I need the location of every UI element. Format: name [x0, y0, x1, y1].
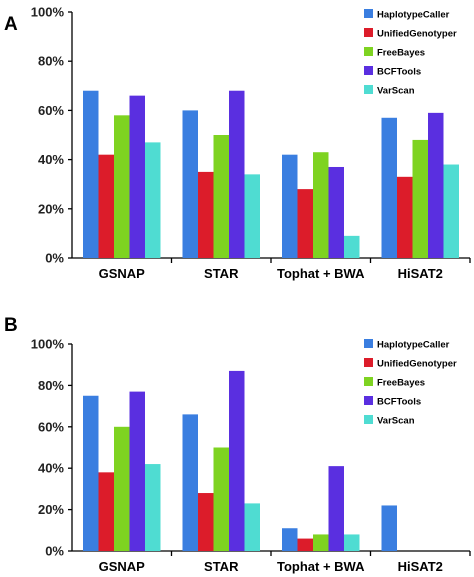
- legend-label-bcftools: BCFTools: [377, 397, 421, 408]
- bar-haplotypecaller-tophat-bwa: [282, 154, 298, 258]
- bar-haplotypecaller-tophat-bwa: [282, 528, 298, 551]
- y-tick-label: 20%: [38, 502, 64, 517]
- y-tick-label: 80%: [38, 378, 64, 393]
- bar-varscan-star: [244, 174, 260, 258]
- bar-varscan-tophat-bwa: [344, 534, 360, 551]
- legend-label-varscan: VarScan: [377, 416, 415, 427]
- panel-label: B: [4, 315, 18, 336]
- x-category-label: Tophat + BWA: [277, 266, 365, 281]
- legend-swatch-varscan: [364, 415, 373, 424]
- x-category-label: GSNAP: [99, 266, 146, 281]
- bar-freebayes-star: [213, 135, 229, 258]
- bar-unifiedgenotyper-hisat2: [397, 176, 413, 258]
- bar-haplotypecaller-hisat2: [381, 505, 397, 551]
- bar-haplotypecaller-star: [182, 110, 198, 259]
- legend-swatch-bcftools: [364, 396, 373, 405]
- bar-freebayes-hisat2: [412, 139, 428, 258]
- bar-freebayes-star: [213, 447, 229, 551]
- bar-freebayes-gsnap: [114, 115, 130, 258]
- x-category-label: STAR: [204, 559, 239, 574]
- legend-swatch-unifiedgenotyper: [364, 358, 373, 367]
- bar-freebayes-tophat-bwa: [313, 152, 329, 258]
- legend-swatch-unifiedgenotyper: [364, 28, 373, 37]
- panel-label: A: [4, 14, 18, 35]
- legend: HaplotypeCaller UnifiedGenotyper FreeBayes…: [364, 9, 457, 97]
- legend-swatch-varscan: [364, 85, 373, 94]
- x-category-label: HiSAT2: [398, 559, 443, 574]
- y-tick-label: 60%: [38, 419, 64, 434]
- bar-unifiedgenotyper-gsnap: [98, 154, 114, 258]
- bar-haplotypecaller-gsnap: [83, 90, 99, 258]
- x-category-label: STAR: [204, 266, 239, 281]
- bar-unifiedgenotyper-star: [198, 493, 214, 551]
- x-category-label: Tophat + BWA: [277, 559, 365, 574]
- bar-bcftools-star: [229, 90, 245, 258]
- bar-bcftools-tophat-bwa: [328, 166, 344, 258]
- y-tick-label: 0%: [45, 544, 64, 559]
- bar-varscan-hisat2: [443, 164, 459, 258]
- bar-unifiedgenotyper-tophat-bwa: [297, 189, 313, 258]
- bar-bcftools-tophat-bwa: [328, 466, 344, 551]
- bar-freebayes-gsnap: [114, 426, 130, 551]
- legend-swatch-haplotypecaller: [364, 339, 373, 348]
- legend-swatch-haplotypecaller: [364, 9, 373, 18]
- bar-unifiedgenotyper-gsnap: [98, 472, 114, 551]
- legend-label-unifiedgenotyper: UnifiedGenotyper: [377, 359, 457, 370]
- y-tick-label: 80%: [38, 54, 64, 69]
- bar-unifiedgenotyper-star: [198, 171, 214, 258]
- y-tick-label: 60%: [38, 103, 64, 118]
- bar-haplotypecaller-gsnap: [83, 395, 99, 551]
- y-tick-label: 100%: [31, 5, 65, 20]
- legend-label-unifiedgenotyper: UnifiedGenotyper: [377, 29, 457, 40]
- bar-freebayes-tophat-bwa: [313, 534, 329, 551]
- legend-label-freebayes: FreeBayes: [377, 48, 425, 59]
- bar-haplotypecaller-hisat2: [381, 117, 397, 258]
- bar-bcftools-star: [229, 370, 245, 551]
- bar-varscan-star: [244, 503, 260, 551]
- legend-label-haplotypecaller: HaplotypeCaller: [377, 10, 450, 21]
- bar-bcftools-gsnap: [129, 391, 145, 551]
- bar-unifiedgenotyper-tophat-bwa: [297, 538, 313, 551]
- x-category-label: GSNAP: [99, 559, 146, 574]
- y-tick-label: 100%: [31, 337, 65, 352]
- legend-swatch-bcftools: [364, 66, 373, 75]
- legend-label-varscan: VarScan: [377, 86, 415, 97]
- legend-label-bcftools: BCFTools: [377, 67, 421, 78]
- bar-bcftools-hisat2: [428, 112, 444, 258]
- legend: HaplotypeCaller UnifiedGenotyper FreeBayes…: [364, 339, 457, 427]
- legend-label-haplotypecaller: HaplotypeCaller: [377, 340, 450, 351]
- bar-haplotypecaller-star: [182, 414, 198, 551]
- legend-swatch-freebayes: [364, 377, 373, 386]
- chart-panel-b: B 0% 20% 40% 60% 80% 100% GSNAP STAR Tophat + BWA…: [4, 315, 471, 574]
- legend-label-freebayes: FreeBayes: [377, 378, 425, 389]
- x-category-label: HiSAT2: [398, 266, 443, 281]
- bar-varscan-gsnap: [145, 142, 161, 258]
- bar-bcftools-gsnap: [129, 95, 145, 258]
- legend-swatch-freebayes: [364, 47, 373, 56]
- y-tick-label: 40%: [38, 152, 64, 167]
- chart-panel-a: A 0% 20% 40% 60% 80% 100% GSNAP STAR Tophat + BWA…: [4, 5, 471, 281]
- bar-varscan-gsnap: [145, 464, 161, 551]
- y-tick-label: 20%: [38, 201, 64, 216]
- y-tick-label: 0%: [45, 251, 64, 266]
- y-tick-label: 40%: [38, 461, 64, 476]
- bar-varscan-tophat-bwa: [344, 235, 360, 258]
